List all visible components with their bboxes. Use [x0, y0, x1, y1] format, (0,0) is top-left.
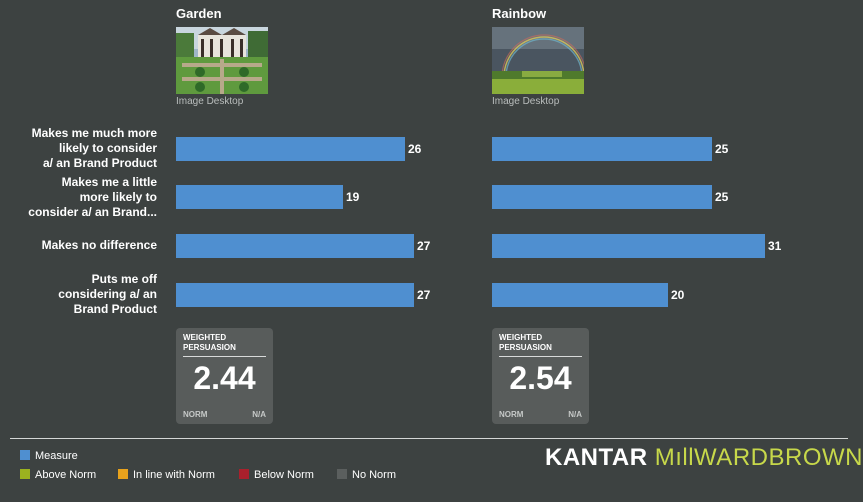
bar-value-label: 25 — [715, 190, 729, 204]
rainbow-image-caption: Image Desktop — [492, 96, 560, 107]
row-label-little-more-likely: Makes me a little more likely to conside… — [0, 175, 157, 220]
row-label-line: a/ an Brand Product — [42, 156, 157, 170]
column-title-rainbow: Rainbow — [492, 6, 547, 21]
legend-swatch-in-line-norm — [118, 469, 128, 479]
bar-garden-3 — [176, 283, 414, 307]
bar-rainbow-2 — [492, 234, 765, 258]
bar-value-label: 19 — [346, 190, 360, 204]
legend-no-norm: No Norm — [337, 469, 396, 481]
row-label-line: consider a/ an Brand... — [28, 205, 157, 219]
row-label-line: likely to consider — [58, 141, 157, 155]
weighted-persuasion-rainbow: WEIGHTED PERSUASION 2.54 NORM N/A — [492, 328, 589, 424]
legend-label: Below Norm — [254, 469, 314, 481]
legend-above-norm: Above Norm — [20, 469, 96, 481]
wp-label-line: WEIGHTED — [183, 333, 227, 342]
kantar-millwardbrown-logo: KANTAR MıllWARDBROWN — [545, 444, 863, 472]
row-label-line: Makes no difference — [41, 238, 157, 252]
legend-in-line-norm: In line with Norm — [118, 469, 215, 481]
row-label-no-difference: Makes no difference — [0, 238, 157, 253]
legend-below-norm: Below Norm — [239, 469, 314, 481]
bar-garden-2 — [176, 234, 414, 258]
logo-part-kantar: KANTAR — [545, 444, 648, 471]
weighted-persuasion-garden: WEIGHTED PERSUASION 2.44 NORM N/A — [176, 328, 273, 424]
legend-label: Measure — [35, 450, 78, 462]
row-label-line: more likely to — [79, 190, 157, 204]
rainbow-photo-icon — [492, 27, 584, 94]
bar-value-label: 27 — [417, 288, 431, 302]
row-label-line: Makes me a little — [61, 175, 157, 189]
bar-value-label: 20 — [671, 288, 685, 302]
wp-label-line: PERSUASION — [183, 343, 236, 352]
rainbow-image — [492, 27, 584, 94]
norm-label: NORM — [183, 410, 208, 419]
norm-label: NORM — [499, 410, 524, 419]
bar-value-label: 25 — [715, 142, 729, 156]
bar-rainbow-1 — [492, 185, 712, 209]
garden-image-caption: Image Desktop — [176, 96, 244, 107]
divider — [183, 356, 266, 357]
legend-label: In line with Norm — [133, 469, 215, 481]
bar-garden-0 — [176, 137, 405, 161]
legend-swatch-above-norm — [20, 469, 30, 479]
row-label-line: Puts me off — [91, 272, 157, 286]
legend-swatch-measure — [20, 450, 30, 460]
weighted-persuasion-label: WEIGHTED PERSUASION — [499, 333, 552, 353]
row-label-line: Makes me much more — [31, 126, 157, 140]
row-label-puts-me-off: Puts me off considering a/ an Brand Prod… — [0, 272, 157, 317]
norm-value: N/A — [252, 410, 266, 419]
norm-value: N/A — [568, 410, 582, 419]
legend-swatch-no-norm — [337, 469, 347, 479]
row-label-line: considering a/ an — [58, 287, 157, 301]
garden-image — [176, 27, 268, 94]
bar-garden-1 — [176, 185, 343, 209]
bar-value-label: 27 — [417, 239, 431, 253]
garden-photo-icon — [176, 27, 268, 94]
wp-label-line: WEIGHTED — [499, 333, 543, 342]
bar-value-label: 26 — [408, 142, 422, 156]
legend-swatch-below-norm — [239, 469, 249, 479]
column-title-garden: Garden — [176, 6, 222, 21]
row-label-much-more-likely: Makes me much more likely to consider a/… — [0, 126, 157, 171]
footer-divider — [10, 438, 848, 439]
legend-label: No Norm — [352, 469, 397, 481]
legend-measure: Measure — [20, 450, 78, 462]
bar-rainbow-0 — [492, 137, 712, 161]
legend-label: Above Norm — [35, 469, 97, 481]
bar-value-label: 31 — [768, 239, 782, 253]
bar-rainbow-3 — [492, 283, 668, 307]
logo-part-millwardbrown: MıllWARDBROWN — [654, 444, 863, 471]
weighted-persuasion-value: 2.44 — [193, 360, 256, 396]
weighted-persuasion-value: 2.54 — [509, 360, 572, 396]
weighted-persuasion-label: WEIGHTED PERSUASION — [183, 333, 236, 353]
row-label-line: Brand Product — [73, 302, 157, 316]
divider — [499, 356, 582, 357]
wp-label-line: PERSUASION — [499, 343, 552, 352]
